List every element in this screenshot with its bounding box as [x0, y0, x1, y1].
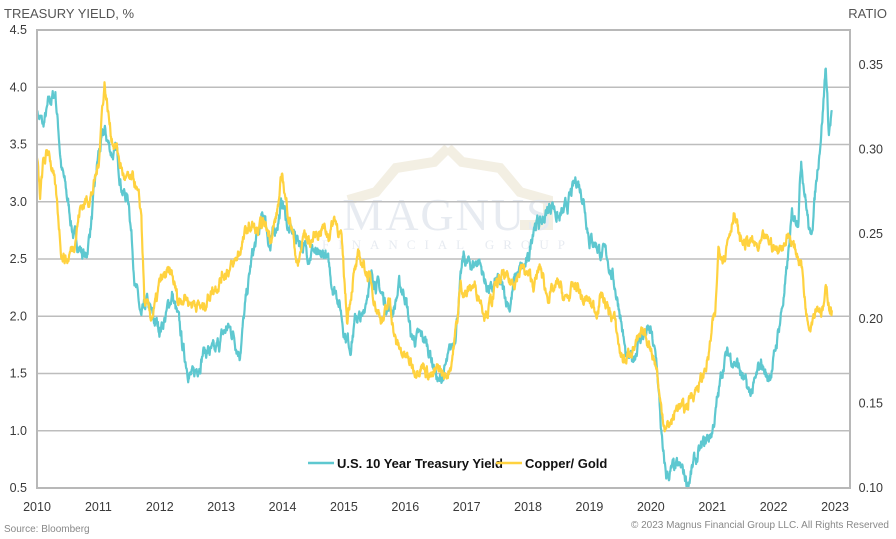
x-tick-label: 2020 — [637, 500, 665, 514]
y-right-tick-label: 0.25 — [859, 227, 883, 241]
legend-label-treasury: U.S. 10 Year Treasury Yield — [337, 456, 503, 471]
y-right-tick-label: 0.30 — [859, 143, 883, 157]
series-lines — [35, 67, 833, 490]
series-line-treasury-yield — [35, 67, 833, 490]
x-tick-label: 2016 — [391, 500, 419, 514]
x-tick-label: 2014 — [269, 500, 297, 514]
x-tick-label: 2017 — [453, 500, 481, 514]
x-axis: 2010 2011 2012 2013 2014 2015 2016 2017 2018 2019… — [23, 500, 849, 514]
y-axis-right-title: RATIO — [848, 6, 887, 21]
y-left-tick-label: 3.0 — [10, 195, 27, 209]
legend: U.S. 10 Year Treasury Yield Copper/ Gold — [308, 456, 607, 471]
x-tick-label: 2022 — [760, 500, 788, 514]
y-left-tick-label: 2.0 — [10, 309, 27, 323]
y-left-tick-label: 4.5 — [10, 23, 27, 37]
y-left-tick-label: 0.5 — [10, 481, 27, 495]
watermark-logo: MAGNUS FINANCIAL GROUP — [322, 144, 574, 252]
watermark-subtitle: FINANCIAL GROUP — [322, 237, 574, 252]
x-tick-label: 2010 — [23, 500, 51, 514]
legend-label-copper-gold: Copper/ Gold — [525, 456, 607, 471]
y-right-tick-label: 0.15 — [859, 396, 883, 410]
watermark-name: MAGNUS — [342, 189, 553, 240]
y-left-tick-label: 4.0 — [10, 80, 27, 94]
y-left-tick-label: 2.5 — [10, 252, 27, 266]
y-axis-right: 0.35 0.30 0.25 0.20 0.15 0.10 — [859, 58, 883, 495]
y-right-tick-label: 0.20 — [859, 312, 883, 326]
copyright-note: © 2023 Magnus Financial Group LLC. All R… — [631, 520, 889, 531]
x-tick-label: 2019 — [576, 500, 604, 514]
source-note: Source: Bloomberg — [4, 524, 90, 535]
x-tick-label: 2012 — [146, 500, 174, 514]
x-tick-label: 2023 — [821, 500, 849, 514]
y-right-tick-label: 0.10 — [859, 481, 883, 495]
x-tick-label: 2013 — [207, 500, 235, 514]
x-tick-label: 2011 — [85, 500, 112, 514]
y-axis-left-title: TREASURY YIELD, % — [4, 6, 134, 21]
y-left-tick-label: 1.5 — [10, 367, 27, 381]
y-right-tick-label: 0.35 — [859, 58, 883, 72]
plot-frame — [36, 29, 851, 489]
x-tick-label: 2015 — [330, 500, 358, 514]
y-axis-left: 4.5 4.0 3.5 3.0 2.5 2.0 1.5 1.0 0.5 — [10, 23, 27, 495]
y-left-tick-label: 1.0 — [10, 424, 27, 438]
x-tick-label: 2021 — [698, 500, 726, 514]
y-left-tick-label: 3.5 — [10, 138, 27, 152]
x-tick-label: 2018 — [514, 500, 542, 514]
series-line-copper-gold — [35, 81, 833, 433]
